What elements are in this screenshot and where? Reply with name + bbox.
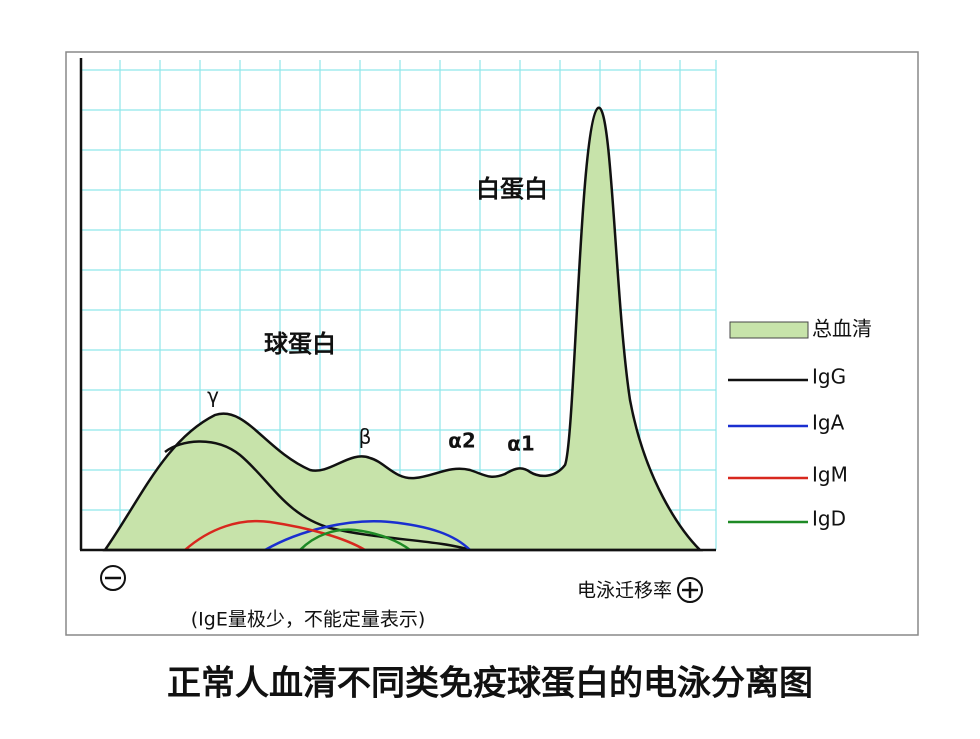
peak-label: α1 — [507, 432, 535, 456]
total-serum-curve — [102, 106, 704, 552]
axis-label: 电泳迁移率 — [577, 580, 672, 602]
legend-label: 总血清 — [812, 317, 872, 341]
plus-pole — [677, 577, 703, 603]
albumin-label: 白蛋白 — [476, 175, 548, 203]
peak-label: β — [359, 425, 372, 449]
igd-curve — [299, 528, 411, 551]
peak-label: α2 — [448, 429, 476, 453]
globulin-label: 球蛋白 — [264, 330, 336, 358]
igg-curve — [164, 440, 471, 552]
figure-title: 正常人血清不同类免疫球蛋白的电泳分离图 — [167, 664, 813, 704]
legend-label: IgD — [812, 507, 846, 531]
peak-label: γ — [207, 384, 219, 408]
igm-curve — [184, 519, 366, 552]
note: (IgE量极少，不能定量表示) — [191, 609, 426, 631]
legend-label: IgG — [812, 365, 846, 389]
legend-label: IgA — [812, 411, 845, 435]
iga-curve — [264, 520, 471, 552]
legend-swatch — [729, 321, 809, 339]
minus-pole — [100, 565, 126, 591]
legend-label: IgM — [812, 463, 848, 487]
